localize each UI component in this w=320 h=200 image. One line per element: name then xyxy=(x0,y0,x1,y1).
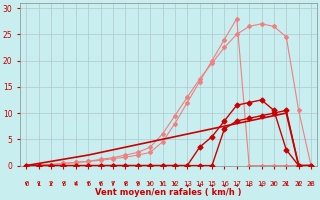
X-axis label: Vent moyen/en rafales ( km/h ): Vent moyen/en rafales ( km/h ) xyxy=(95,188,242,197)
